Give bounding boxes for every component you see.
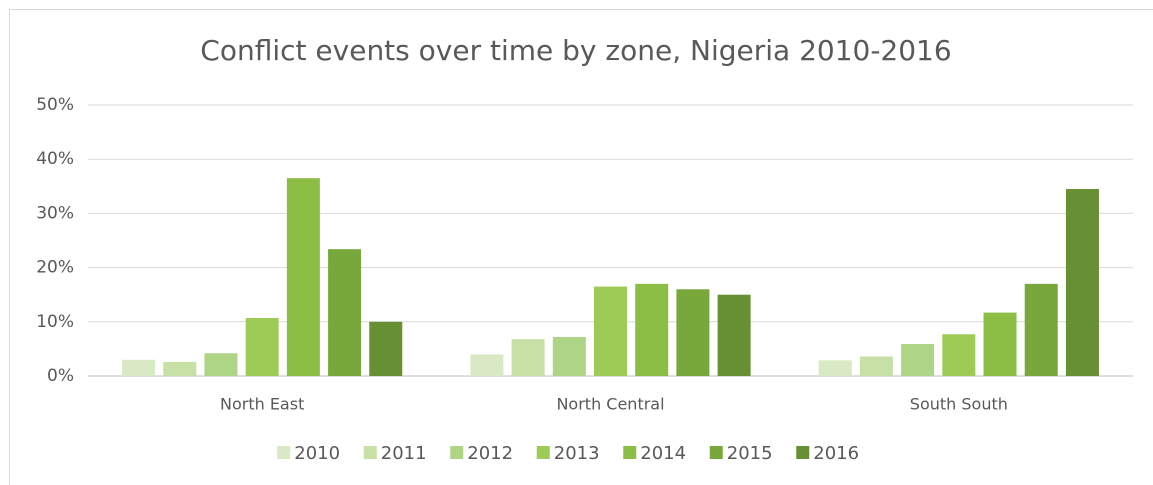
y-tick-label: 10%	[36, 312, 74, 332]
legend-label: 2010	[294, 443, 340, 464]
y-tick-label: 0%	[47, 366, 74, 386]
bar	[717, 294, 751, 376]
bar	[122, 359, 156, 376]
bar	[163, 361, 197, 376]
y-tick-label: 40%	[36, 149, 74, 169]
bar	[942, 334, 976, 376]
legend-swatch	[277, 446, 291, 459]
x-tick-label: North East	[220, 395, 304, 414]
legend-swatch	[623, 446, 637, 459]
bar	[983, 312, 1017, 376]
y-tick-label: 50%	[36, 95, 74, 115]
bar	[1024, 283, 1058, 376]
legend-swatch	[450, 446, 464, 459]
chart-frame	[9, 9, 1153, 485]
y-tick-label: 30%	[36, 203, 74, 223]
legend-label: 2011	[381, 443, 427, 464]
bar	[369, 321, 403, 376]
bar	[552, 336, 586, 376]
bar	[1065, 189, 1099, 376]
chart-title: Conflict events over time by zone, Niger…	[200, 34, 951, 67]
legend-label: 2012	[467, 443, 513, 464]
legend-swatch	[363, 446, 377, 459]
bar	[901, 344, 935, 376]
y-tick-label: 20%	[36, 258, 74, 278]
bar	[818, 360, 852, 376]
x-tick-label: North Central	[556, 395, 664, 414]
bar	[511, 339, 545, 376]
bar	[635, 283, 669, 376]
x-tick-label: South South	[910, 395, 1008, 414]
legend-swatch	[536, 446, 550, 459]
bar	[286, 178, 320, 376]
bar	[859, 356, 893, 376]
bar	[594, 286, 627, 376]
bar	[204, 353, 238, 376]
legend-label: 2015	[727, 443, 773, 464]
bar	[328, 249, 362, 376]
legend-swatch	[709, 446, 723, 459]
legend-label: 2013	[554, 443, 600, 464]
bar	[245, 318, 279, 376]
bar	[676, 289, 710, 376]
legend-swatch	[796, 446, 810, 459]
bar	[470, 354, 504, 376]
legend-label: 2016	[813, 443, 859, 464]
legend-label: 2014	[640, 443, 686, 464]
